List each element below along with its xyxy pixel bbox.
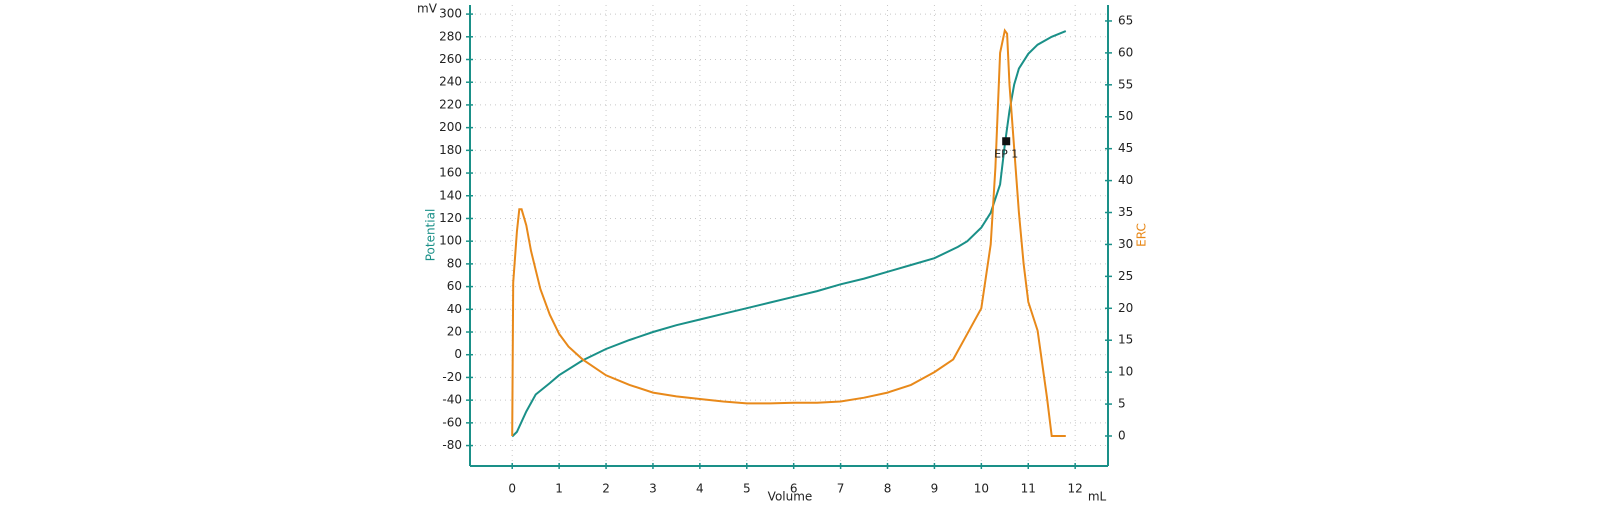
y-tick-label: 20 (447, 325, 462, 339)
y-tick-label: 100 (439, 234, 462, 248)
y-tick-label: 60 (447, 279, 462, 293)
x-tick-label: 12 (1068, 482, 1083, 496)
y2-tick-label: 10 (1118, 365, 1133, 379)
series-line (511, 30, 1067, 438)
y-tick-label: -80 (442, 438, 462, 452)
y2-tick-label: 5 (1118, 397, 1126, 411)
y2-tick-label: 45 (1118, 141, 1133, 155)
x-tick-label: 1 (555, 482, 563, 496)
y-tick-label: 260 (439, 52, 462, 66)
x-unit: mL (1088, 490, 1107, 504)
y2-tick-label: 20 (1118, 301, 1133, 315)
x-tick-label: 2 (602, 482, 610, 496)
y-tick-label: 120 (439, 211, 462, 225)
x-tick-label: 3 (649, 482, 657, 496)
y-tick-label: 280 (439, 29, 462, 43)
y2-axis-label: ERC (1135, 223, 1149, 247)
y-tick-label: -20 (442, 370, 462, 384)
y2-tick-label: 25 (1118, 269, 1133, 283)
y2-tick-label: 0 (1118, 428, 1126, 442)
series-line (511, 28, 1066, 437)
y2-tick-label: 35 (1118, 205, 1133, 219)
y-tick-label: 180 (439, 143, 462, 157)
y-tick-label: 80 (447, 256, 462, 270)
y2-tick-label: 60 (1118, 45, 1133, 59)
x-tick-label: 4 (696, 482, 704, 496)
y2-tick-label: 55 (1118, 77, 1133, 91)
y-axis-label: Potential (424, 209, 438, 262)
x-tick-label: 11 (1021, 482, 1036, 496)
y-unit: mV (417, 2, 438, 16)
y-tick-label: 160 (439, 166, 462, 180)
x-tick-label: 6 (790, 482, 798, 496)
x-tick-label: 10 (974, 482, 989, 496)
x-tick-label: 9 (931, 482, 939, 496)
x-tick-label: 8 (884, 482, 892, 496)
y-tick-label: -60 (442, 415, 462, 429)
x-tick-label: 5 (743, 482, 751, 496)
endpoint-label: EP 1 (994, 147, 1018, 160)
y2-tick-label: 30 (1118, 237, 1133, 251)
y-tick-label: -40 (442, 393, 462, 407)
y-tick-label: 40 (447, 302, 462, 316)
y-tick-label: 300 (439, 7, 462, 21)
y2-tick-label: 50 (1118, 109, 1133, 123)
y-tick-label: 240 (439, 75, 462, 89)
x-tick-label: 0 (508, 482, 516, 496)
y2-tick-label: 40 (1118, 173, 1133, 187)
y-tick-label: 0 (454, 347, 462, 361)
y-tick-label: 140 (439, 188, 462, 202)
endpoint-marker (1002, 137, 1011, 146)
x-tick-label: 7 (837, 482, 845, 496)
x-axis-label: Volume (768, 490, 813, 504)
y2-tick-label: 15 (1118, 333, 1133, 347)
y-tick-label: 200 (439, 120, 462, 134)
y-tick-label: 220 (439, 97, 462, 111)
y2-tick-label: 65 (1118, 13, 1133, 27)
